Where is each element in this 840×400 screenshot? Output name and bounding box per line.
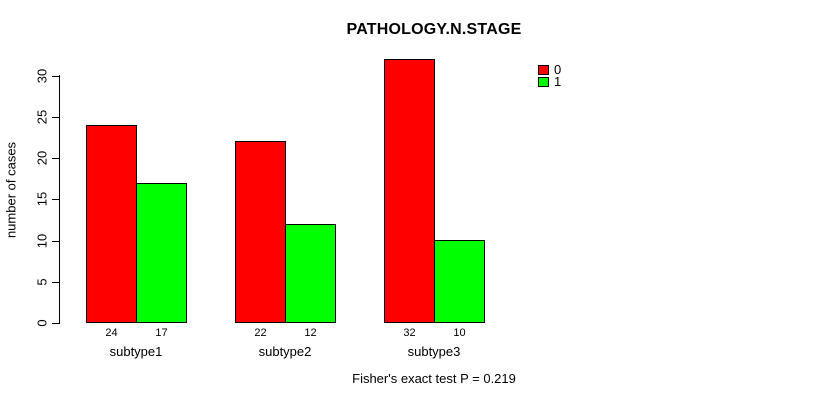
category-label-subtype1: subtype1 [109, 344, 163, 359]
y-tick-label: 25 [34, 109, 50, 125]
bar-count-label: 22 [254, 327, 267, 339]
bar-count-label: 12 [304, 327, 317, 339]
legend-entry-0: 0 [538, 62, 562, 77]
legend-entry-1: 1 [538, 74, 562, 89]
y-tick-label: 30 [34, 68, 50, 84]
legend-swatch-green [538, 76, 549, 87]
legend-label-0: 0 [554, 62, 562, 77]
bar-count-label: 17 [155, 327, 168, 339]
y-tick-label: 5 [34, 278, 50, 286]
bar-count-label: 24 [105, 327, 118, 339]
bar-count-label: 32 [403, 327, 416, 339]
legend-label-1: 1 [554, 74, 562, 89]
legend: 0 1 [538, 62, 562, 89]
y-tick [52, 76, 59, 77]
legend-swatch-red [538, 64, 549, 75]
bar-1-subtype1 [136, 183, 187, 323]
y-tick-label: 20 [34, 150, 50, 166]
category-label-subtype3: subtype3 [407, 344, 461, 359]
y-tick-label: 15 [34, 191, 50, 207]
y-tick [52, 158, 59, 159]
bar-count-label: 10 [453, 327, 466, 339]
y-tick [52, 282, 59, 283]
y-axis-label: number of cases [3, 141, 19, 239]
y-tick [52, 117, 59, 118]
bar-1-subtype3 [434, 240, 485, 323]
y-tick-label: 10 [34, 233, 50, 249]
y-tick-label: 0 [34, 319, 50, 327]
bar-0-subtype3 [384, 59, 435, 323]
chart-title: PATHOLOGY.N.STAGE [346, 21, 522, 38]
y-axis-line [59, 75, 60, 324]
y-tick [52, 241, 59, 242]
bar-0-subtype2 [235, 141, 286, 323]
category-label-subtype2: subtype2 [258, 344, 312, 359]
bar-1-subtype2 [285, 224, 336, 323]
y-tick [52, 199, 59, 200]
stats-note: Fisher's exact test P = 0.219 [352, 371, 516, 386]
y-tick [52, 323, 59, 324]
bar-0-subtype1 [86, 125, 137, 323]
